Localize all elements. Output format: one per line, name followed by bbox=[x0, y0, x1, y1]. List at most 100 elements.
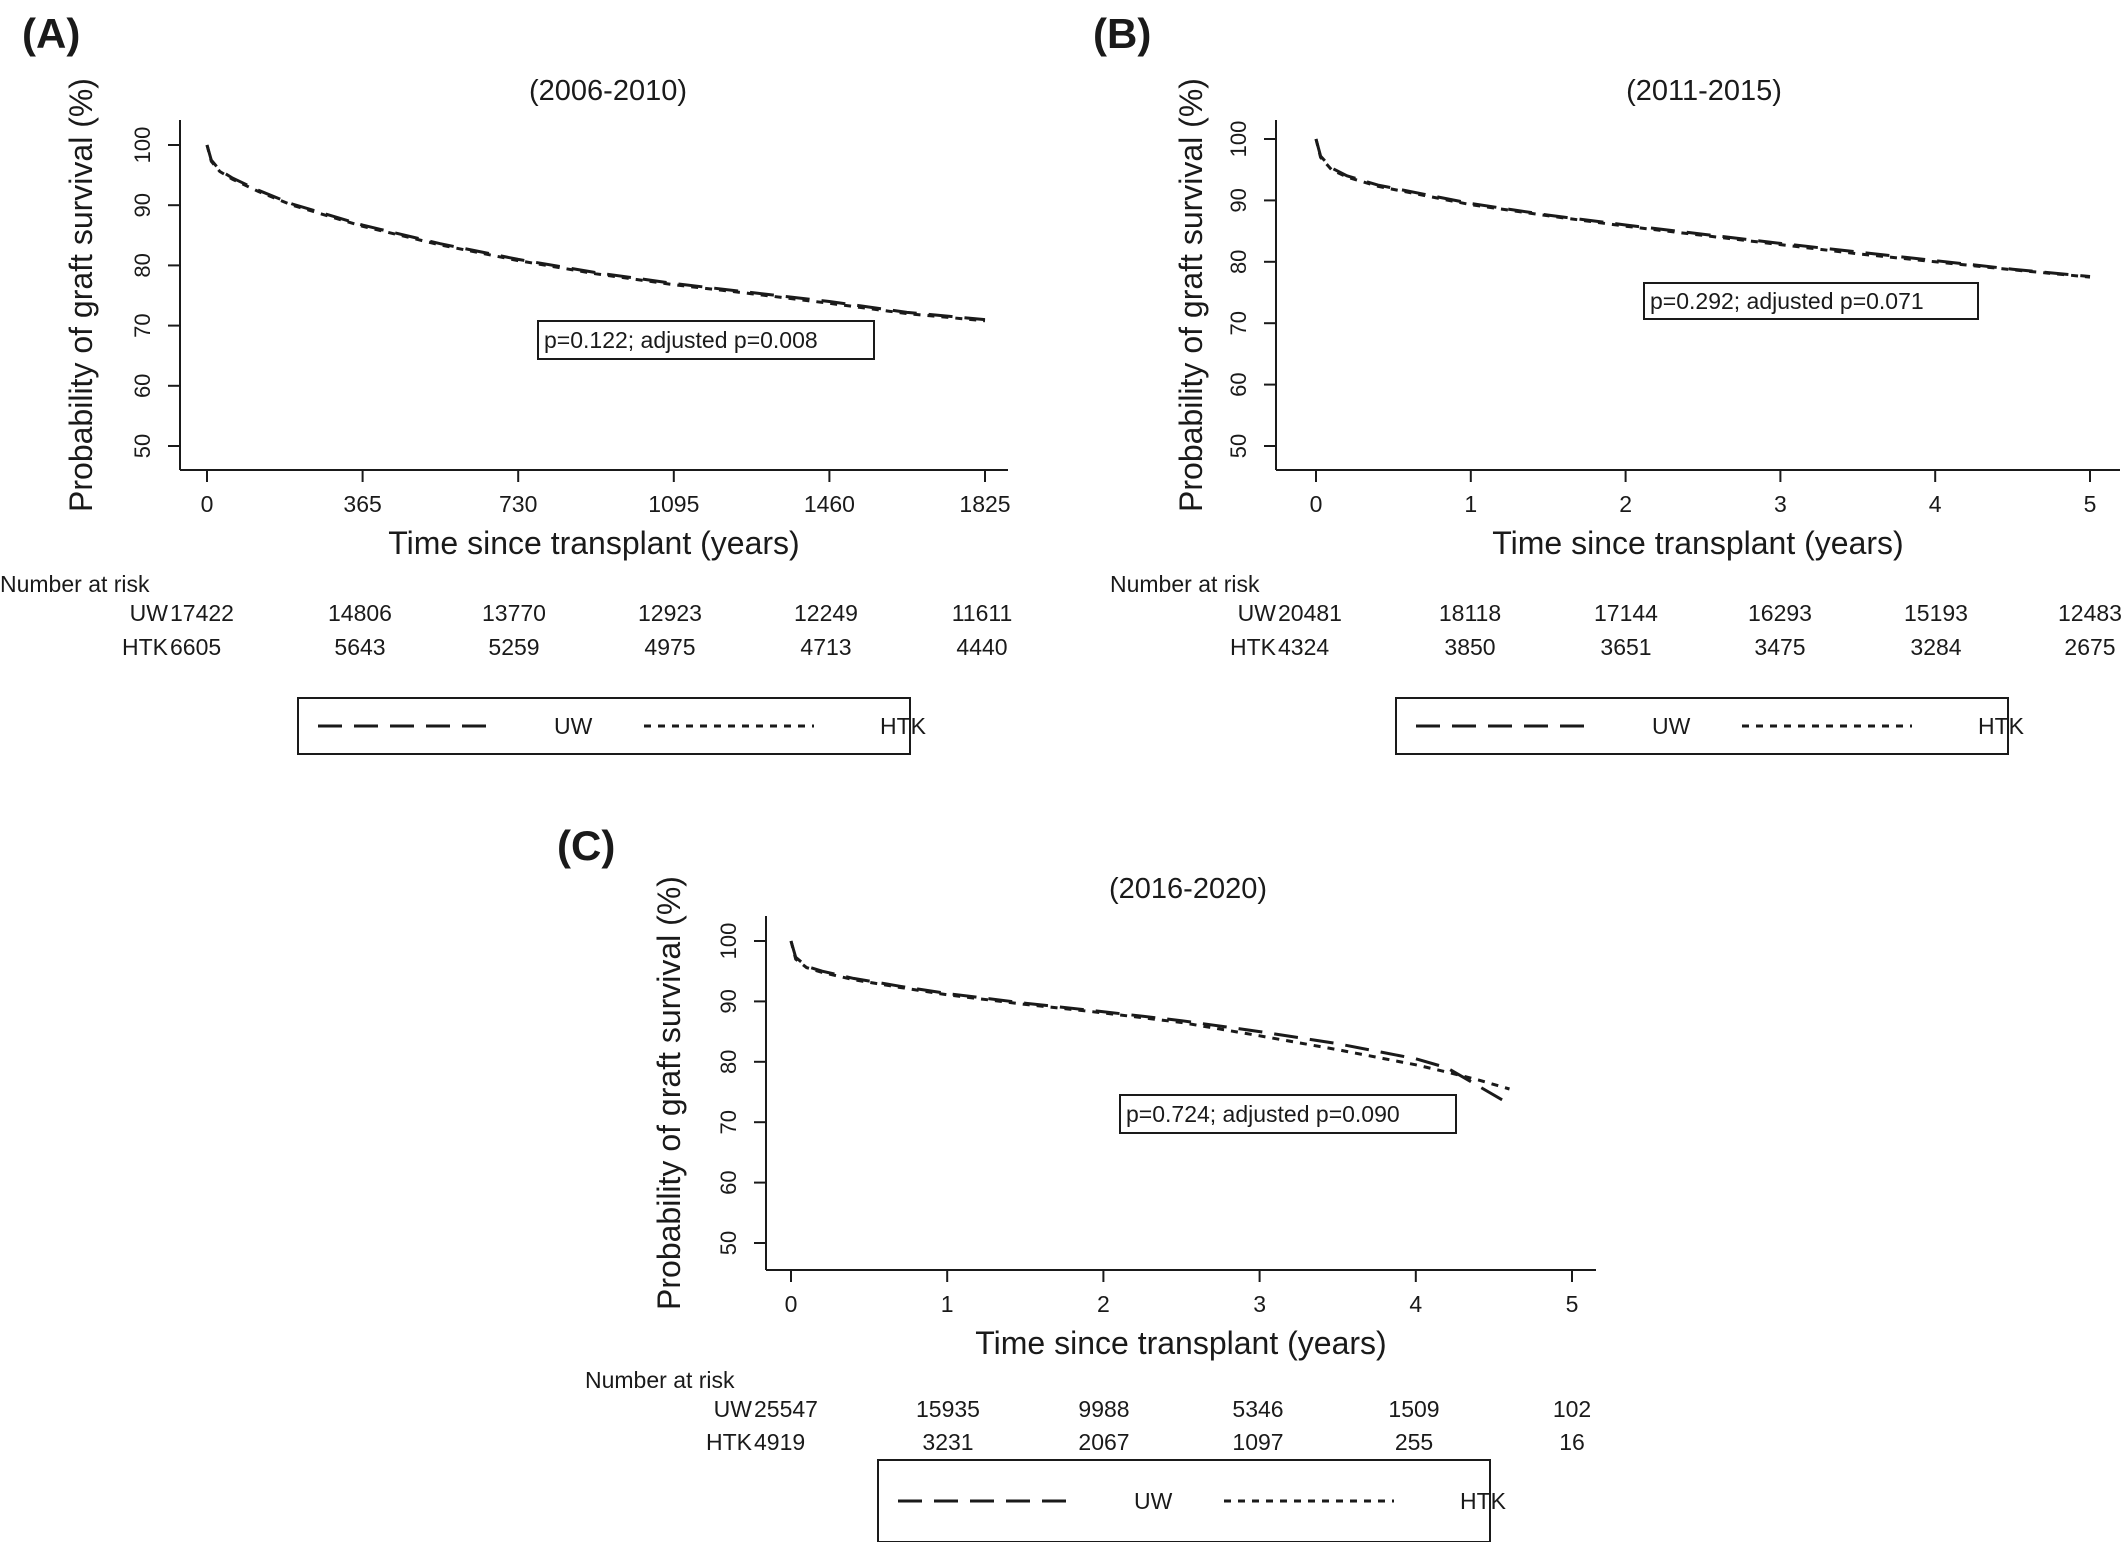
risk-row-label: HTK bbox=[706, 1429, 753, 1455]
pvalue-box bbox=[537, 320, 875, 360]
risk-table-title: Number at risk bbox=[0, 571, 150, 597]
x-tick-label: 2 bbox=[1097, 1291, 1110, 1317]
risk-value: 13770 bbox=[482, 600, 546, 626]
panel-label: (A) bbox=[22, 10, 80, 57]
x-tick-label: 5 bbox=[1566, 1291, 1579, 1317]
legend-label: HTK bbox=[1978, 713, 2025, 739]
x-tick-label: 1 bbox=[941, 1291, 954, 1317]
risk-row-label: HTK bbox=[1230, 634, 1277, 660]
risk-row-label: HTK bbox=[122, 634, 169, 660]
risk-value: 6605 bbox=[170, 634, 221, 660]
y-axis-title: Probability of graft survival (%) bbox=[651, 876, 687, 1310]
risk-value: 4975 bbox=[644, 634, 695, 660]
legend: UW HTK bbox=[1395, 697, 2025, 755]
risk-value: 12923 bbox=[638, 600, 702, 626]
risk-value: 17144 bbox=[1594, 600, 1658, 626]
risk-value: 5643 bbox=[334, 634, 385, 660]
risk-value: 255 bbox=[1395, 1429, 1433, 1455]
y-tick-label: 50 bbox=[130, 434, 155, 458]
panel-1: (B) (2011-2015) 50 60 70 80 90 100 0 1 2 3 4 5 Probabi… bbox=[1093, 10, 2122, 755]
y-tick-label: 70 bbox=[130, 313, 155, 337]
series-line-htk bbox=[789, 940, 1510, 1091]
y-tick-label: 80 bbox=[1226, 250, 1251, 274]
risk-value: 15935 bbox=[916, 1396, 980, 1422]
legend-label: HTK bbox=[1460, 1488, 1507, 1514]
y-axis-title: Probability of graft survival (%) bbox=[1173, 78, 1209, 512]
pvalue-text: p=0.292; adjusted p=0.071 bbox=[1650, 288, 1924, 314]
risk-value: 3284 bbox=[1910, 634, 1961, 660]
risk-value: 1097 bbox=[1232, 1429, 1283, 1455]
y-tick-label: 70 bbox=[1226, 311, 1251, 335]
risk-row-label: UW bbox=[1238, 600, 1277, 626]
y-tick-label: 80 bbox=[716, 1050, 741, 1074]
legend-box bbox=[297, 697, 911, 755]
risk-value: 4919 bbox=[754, 1429, 805, 1455]
pvalue-text: p=0.122; adjusted p=0.008 bbox=[544, 327, 818, 353]
risk-value: 3850 bbox=[1444, 634, 1495, 660]
series-line-uw bbox=[205, 144, 986, 322]
risk-row-label: UW bbox=[714, 1396, 753, 1422]
legend-label: UW bbox=[554, 713, 593, 739]
x-tick-label: 0 bbox=[201, 491, 214, 517]
panel-0: (A) (2006-2010) 50 60 70 80 90 100 0 365 730 1095 14… bbox=[0, 10, 1013, 755]
series-line-htk bbox=[205, 144, 986, 323]
x-tick-label: 4 bbox=[1409, 1291, 1422, 1317]
x-tick-label: 0 bbox=[785, 1291, 798, 1317]
chart-title: (2006-2010) bbox=[529, 75, 687, 107]
y-tick-label: 70 bbox=[716, 1110, 741, 1134]
risk-table-title: Number at risk bbox=[585, 1367, 735, 1393]
risk-value: 12483 bbox=[2058, 600, 2122, 626]
pvalue-box bbox=[1643, 282, 1979, 320]
chart-title: (2016-2020) bbox=[1109, 873, 1267, 905]
x-tick-label: 1 bbox=[1464, 491, 1477, 517]
x-tick-label: 1095 bbox=[648, 491, 699, 517]
panel-label: (B) bbox=[1093, 10, 1151, 57]
legend-box bbox=[1395, 697, 2009, 755]
risk-value: 2675 bbox=[2064, 634, 2115, 660]
risk-value: 3651 bbox=[1600, 634, 1651, 660]
y-tick-label: 80 bbox=[130, 253, 155, 277]
risk-value: 16293 bbox=[1748, 600, 1812, 626]
risk-value: 15193 bbox=[1904, 600, 1968, 626]
panel-2: (C) (2016-2020) 50 60 70 80 90 100 0 1 2 3 4 5 Probabi… bbox=[557, 822, 1596, 1542]
risk-value: 17422 bbox=[170, 600, 234, 626]
legend-label: HTK bbox=[880, 713, 927, 739]
y-tick-label: 90 bbox=[716, 989, 741, 1013]
x-tick-label: 3 bbox=[1774, 491, 1787, 517]
x-tick-label: 3 bbox=[1253, 1291, 1266, 1317]
x-tick-label: 1460 bbox=[804, 491, 855, 517]
risk-value: 20481 bbox=[1278, 600, 1342, 626]
legend: UW HTK bbox=[877, 1459, 1507, 1542]
x-tick-label: 5 bbox=[2084, 491, 2097, 517]
x-tick-label: 2 bbox=[1619, 491, 1632, 517]
x-axis-title: Time since transplant (years) bbox=[975, 1325, 1386, 1361]
risk-table-title: Number at risk bbox=[1110, 571, 1260, 597]
risk-value: 1509 bbox=[1388, 1396, 1439, 1422]
y-axis-title: Probability of graft survival (%) bbox=[63, 78, 99, 512]
series-line-htk bbox=[1314, 138, 2091, 279]
risk-value: 25547 bbox=[754, 1396, 818, 1422]
pvalue-box bbox=[1119, 1094, 1457, 1134]
panel-label: (C) bbox=[557, 822, 615, 869]
x-tick-label: 730 bbox=[499, 491, 537, 517]
legend: UW HTK bbox=[297, 697, 927, 755]
y-tick-label: 60 bbox=[716, 1170, 741, 1194]
risk-value: 11611 bbox=[952, 600, 1013, 626]
x-axis-title: Time since transplant (years) bbox=[1492, 525, 1903, 561]
legend-box bbox=[877, 1459, 1491, 1542]
risk-value: 102 bbox=[1553, 1396, 1591, 1422]
y-tick-label: 100 bbox=[130, 127, 155, 164]
risk-value: 5346 bbox=[1232, 1396, 1283, 1422]
risk-value: 4324 bbox=[1278, 634, 1329, 660]
y-tick-label: 50 bbox=[716, 1231, 741, 1255]
risk-value: 16 bbox=[1559, 1429, 1585, 1455]
series-line-uw bbox=[1314, 138, 2091, 278]
x-axis-title: Time since transplant (years) bbox=[388, 525, 799, 561]
legend-label: UW bbox=[1652, 713, 1691, 739]
y-tick-label: 100 bbox=[1226, 121, 1251, 158]
y-tick-label: 60 bbox=[130, 374, 155, 398]
x-tick-label: 365 bbox=[343, 491, 381, 517]
risk-value: 2067 bbox=[1078, 1429, 1129, 1455]
x-tick-label: 4 bbox=[1929, 491, 1942, 517]
risk-value: 5259 bbox=[488, 634, 539, 660]
